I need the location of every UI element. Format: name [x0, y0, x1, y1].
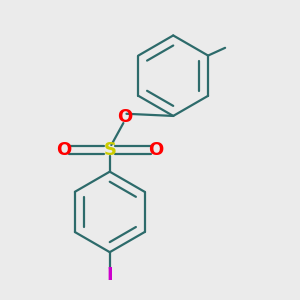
Text: O: O [56, 141, 71, 159]
Text: I: I [106, 266, 113, 284]
Text: S: S [103, 141, 116, 159]
Text: O: O [148, 141, 164, 159]
Text: O: O [118, 109, 133, 127]
